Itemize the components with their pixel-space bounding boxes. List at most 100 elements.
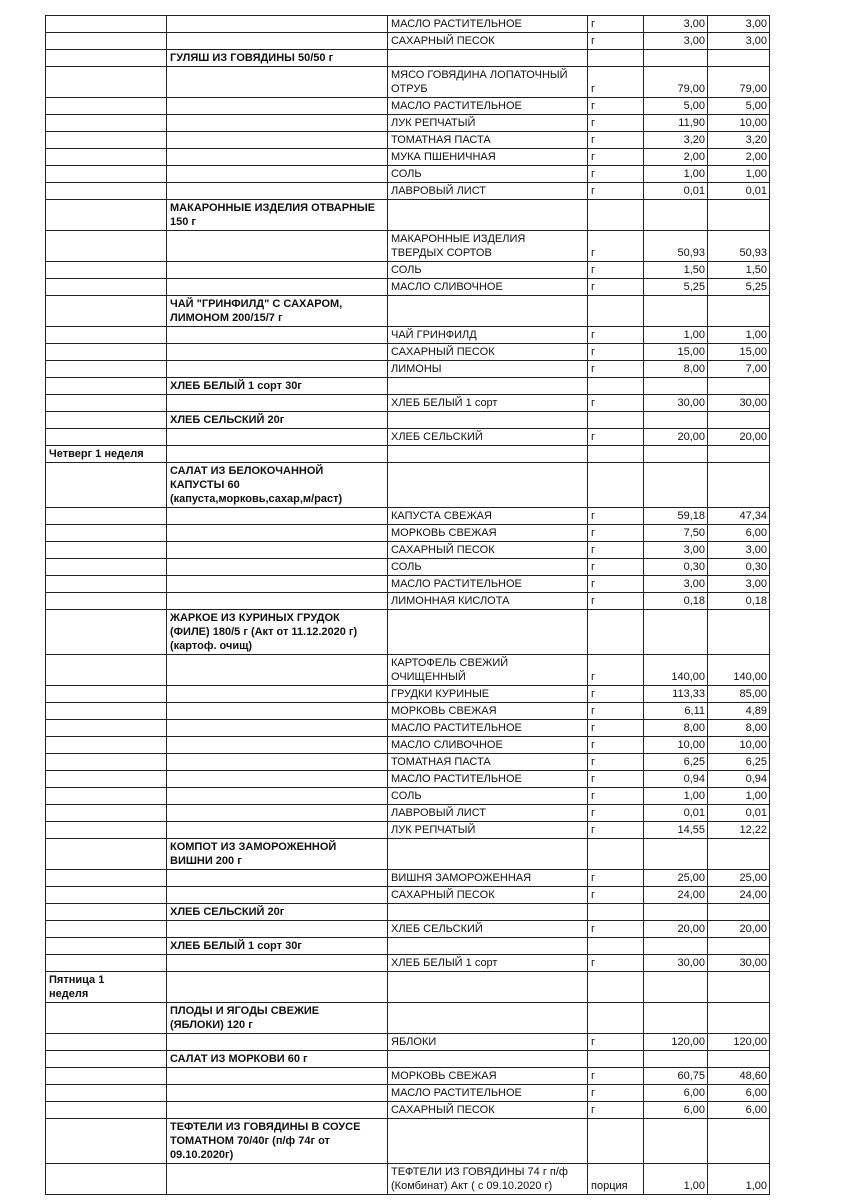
gross-weight-cell: 50,93 (643, 230, 708, 262)
day-cell (45, 32, 167, 50)
gross-weight-cell: 10,00 (643, 736, 708, 754)
day-cell (45, 558, 167, 576)
day-row: Четверг 1 неделя (45, 445, 770, 463)
gross-weight-cell: 6,25 (643, 753, 708, 771)
ingredient-cell (387, 295, 588, 327)
ingredient-row: МАСЛО РАСТИТЕЛЬНОЕ г 3,00 3,00 (45, 575, 770, 593)
unit-cell: г (587, 261, 644, 279)
gross-weight-cell: 0,01 (643, 804, 708, 822)
gross-weight-cell (643, 377, 708, 395)
ingredient-row: МАКАРОННЫЕ ИЗДЕЛИЯ ТВЕРДЫХ СОРТОВ г 50,93 5… (45, 230, 770, 262)
gross-weight-cell: 15,00 (643, 343, 708, 361)
dish-row: САЛАТ ИЗ МОРКОВИ 60 г (45, 1050, 770, 1068)
net-weight-cell: 6,00 (707, 1101, 770, 1119)
ingredient-cell (387, 838, 588, 870)
ingredient-cell (387, 937, 588, 955)
unit-cell: г (587, 394, 644, 412)
day-cell (45, 524, 167, 542)
day-cell (45, 541, 167, 559)
day-cell (45, 148, 167, 166)
day-cell (45, 1067, 167, 1085)
unit-cell (587, 903, 644, 921)
unit-cell: г (587, 736, 644, 754)
ingredient-cell: ЛИМОННАЯ КИСЛОТА (387, 592, 588, 610)
dish-cell: КОМПОТ ИЗ ЗАМОРОЖЕННОЙ ВИШНИ 200 г (166, 838, 388, 870)
unit-cell: г (587, 1067, 644, 1085)
dish-cell (166, 261, 388, 279)
ingredient-row: САХАРНЫЙ ПЕСОК г 6,00 6,00 (45, 1101, 770, 1119)
ingredient-row: ЧАЙ ГРИНФИЛД г 1,00 1,00 (45, 326, 770, 344)
gross-weight-cell: 8,00 (643, 360, 708, 378)
net-weight-cell (707, 462, 770, 508)
unit-cell (587, 377, 644, 395)
unit-cell (587, 199, 644, 231)
net-weight-cell: 0,01 (707, 804, 770, 822)
dish-cell (166, 15, 388, 33)
gross-weight-cell: 0,94 (643, 770, 708, 788)
net-weight-cell: 48,60 (707, 1067, 770, 1085)
ingredient-row: САХАРНЫЙ ПЕСОК г 24,00 24,00 (45, 886, 770, 904)
ingredient-row: МОРКОВЬ СВЕЖАЯ г 6,11 4,89 (45, 702, 770, 720)
unit-cell: г (587, 770, 644, 788)
gross-weight-cell: 140,00 (643, 654, 708, 686)
dish-cell (166, 1101, 388, 1119)
net-weight-cell: 3,00 (707, 15, 770, 33)
ingredient-cell: ГРУДКИ КУРИНЫЕ (387, 685, 588, 703)
net-weight-cell (707, 377, 770, 395)
gross-weight-cell (643, 199, 708, 231)
unit-cell: г (587, 575, 644, 593)
net-weight-cell: 20,00 (707, 920, 770, 938)
ingredient-cell: МУКА ПШЕНИЧНАЯ (387, 148, 588, 166)
gross-weight-cell: 6,00 (643, 1101, 708, 1119)
ingredient-row: САХАРНЫЙ ПЕСОК г 3,00 3,00 (45, 541, 770, 559)
day-cell (45, 736, 167, 754)
net-weight-cell: 6,25 (707, 753, 770, 771)
dish-cell (166, 886, 388, 904)
gross-weight-cell: 6,00 (643, 1084, 708, 1102)
net-weight-cell: 47,34 (707, 507, 770, 525)
unit-cell (587, 49, 644, 67)
unit-cell: г (587, 753, 644, 771)
unit-cell: г (587, 787, 644, 805)
unit-cell: г (587, 182, 644, 200)
net-weight-cell: 25,00 (707, 869, 770, 887)
dish-cell (166, 114, 388, 132)
day-cell (45, 15, 167, 33)
ingredient-cell: СОЛЬ (387, 558, 588, 576)
day-cell (45, 770, 167, 788)
net-weight-cell: 7,00 (707, 360, 770, 378)
unit-cell: г (587, 1084, 644, 1102)
net-weight-cell: 6,00 (707, 1084, 770, 1102)
day-cell (45, 804, 167, 822)
dish-cell (166, 148, 388, 166)
dish-cell: ХЛЕБ СЕЛЬСКИЙ 20г (166, 903, 388, 921)
ingredient-row: СОЛЬ г 1,00 1,00 (45, 165, 770, 183)
ingredient-cell (387, 462, 588, 508)
unit-cell: г (587, 148, 644, 166)
ingredient-row: САХАРНЫЙ ПЕСОК г 15,00 15,00 (45, 343, 770, 361)
day-cell (45, 114, 167, 132)
net-weight-cell: 0,94 (707, 770, 770, 788)
gross-weight-cell (643, 838, 708, 870)
ingredient-row: ВИШНЯ ЗАМОРОЖЕННАЯ г 25,00 25,00 (45, 869, 770, 887)
ingredient-cell: ЛУК РЕПЧАТЫЙ (387, 114, 588, 132)
unit-cell: г (587, 230, 644, 262)
dish-cell (166, 131, 388, 149)
ingredient-row: ЛИМОННАЯ КИСЛОТА г 0,18 0,18 (45, 592, 770, 610)
ingredient-cell: МОРКОВЬ СВЕЖАЯ (387, 702, 588, 720)
day-cell (45, 343, 167, 361)
day-cell (45, 821, 167, 839)
unit-cell: г (587, 804, 644, 822)
gross-weight-cell (643, 295, 708, 327)
dish-cell (166, 97, 388, 115)
ingredient-row: МАСЛО РАСТИТЕЛЬНОЕ г 0,94 0,94 (45, 770, 770, 788)
dish-cell (166, 1033, 388, 1051)
dish-cell: ЧАЙ "ГРИНФИЛД" С САХАРОМ, ЛИМОНОМ 200/15… (166, 295, 388, 327)
day-cell (45, 1118, 167, 1164)
unit-cell: г (587, 278, 644, 296)
unit-cell: г (587, 97, 644, 115)
gross-weight-cell: 2,00 (643, 148, 708, 166)
net-weight-cell: 24,00 (707, 886, 770, 904)
net-weight-cell: 50,93 (707, 230, 770, 262)
unit-cell: г (587, 886, 644, 904)
